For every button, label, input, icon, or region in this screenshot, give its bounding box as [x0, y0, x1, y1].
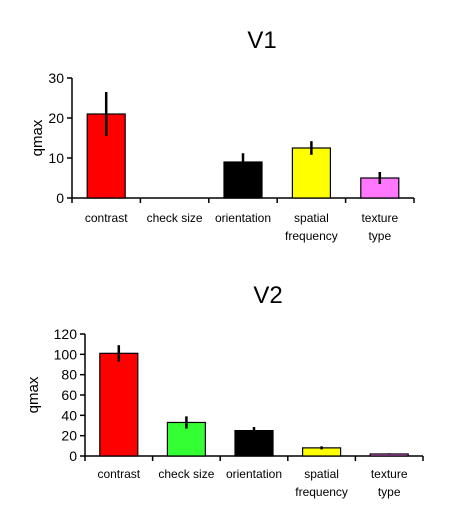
chart1-category-label-0: contrast: [85, 211, 128, 225]
chart1-title: V1: [247, 27, 276, 54]
chart2-y-tick-label: 40: [61, 407, 77, 423]
chart1-y-tick-label: 0: [56, 190, 64, 206]
chart1-y-tick-label: 30: [48, 70, 64, 86]
chart1-bar-3: [291, 147, 331, 199]
chart2-category-label-line: contrast: [97, 467, 140, 481]
chart2-bar-0: [99, 352, 139, 457]
chart2-category-label-3: spatial frequency: [295, 467, 348, 499]
chart2-category-label-2: orientation: [226, 467, 282, 481]
chart2-category-label-4: texture type: [371, 467, 408, 499]
chart1-category-label-line: orientation: [215, 211, 271, 225]
chart2-category-label-line: orientation: [226, 467, 282, 481]
chart1-category-label-4: texture type: [361, 211, 398, 243]
chart2-y-tick-label: 100: [54, 346, 78, 362]
chart2-bar-2: [234, 429, 274, 457]
chart2-category-label-line: spatial: [304, 467, 339, 481]
chart2-category-label-1: check size: [158, 467, 214, 481]
chart2-y-tick-label: 0: [69, 448, 77, 464]
chart2-y-tick-label: 120: [54, 326, 78, 342]
chart1-category-label-line: spatial: [294, 211, 329, 225]
chart2-title: V2: [253, 282, 282, 309]
chart1-category-label-line: contrast: [85, 211, 128, 225]
chart1-category-label-3: spatial frequency: [285, 211, 338, 243]
chart1-category-label-line: texture: [361, 211, 398, 225]
chart2-category-label-line: check size: [158, 467, 214, 481]
chart1-y-tick-label: 10: [48, 150, 64, 166]
chart1-category-label-2: orientation: [215, 211, 271, 225]
chart1-bar-2: [223, 161, 263, 199]
chart1-category-label-line: type: [368, 229, 391, 243]
chart2-category-label-0: contrast: [97, 467, 140, 481]
chart1-y-axis-label: qmax: [29, 119, 46, 156]
chart1-y-tick-label: 20: [48, 110, 64, 126]
chart1-category-label-line: check size: [147, 211, 203, 225]
chart1-category-label-1: check size: [147, 211, 203, 225]
chart2-y-tick-label: 60: [61, 387, 77, 403]
chart2-category-label-line: frequency: [295, 485, 348, 499]
chart1-category-label-line: frequency: [285, 229, 338, 243]
chart2-y-axis-label: qmax: [25, 376, 42, 413]
chart2-y-tick-label: 20: [61, 428, 77, 444]
chart2-y-tick-label: 80: [61, 367, 77, 383]
chart2-category-label-line: type: [378, 485, 401, 499]
chart2-category-label-line: texture: [371, 467, 408, 481]
